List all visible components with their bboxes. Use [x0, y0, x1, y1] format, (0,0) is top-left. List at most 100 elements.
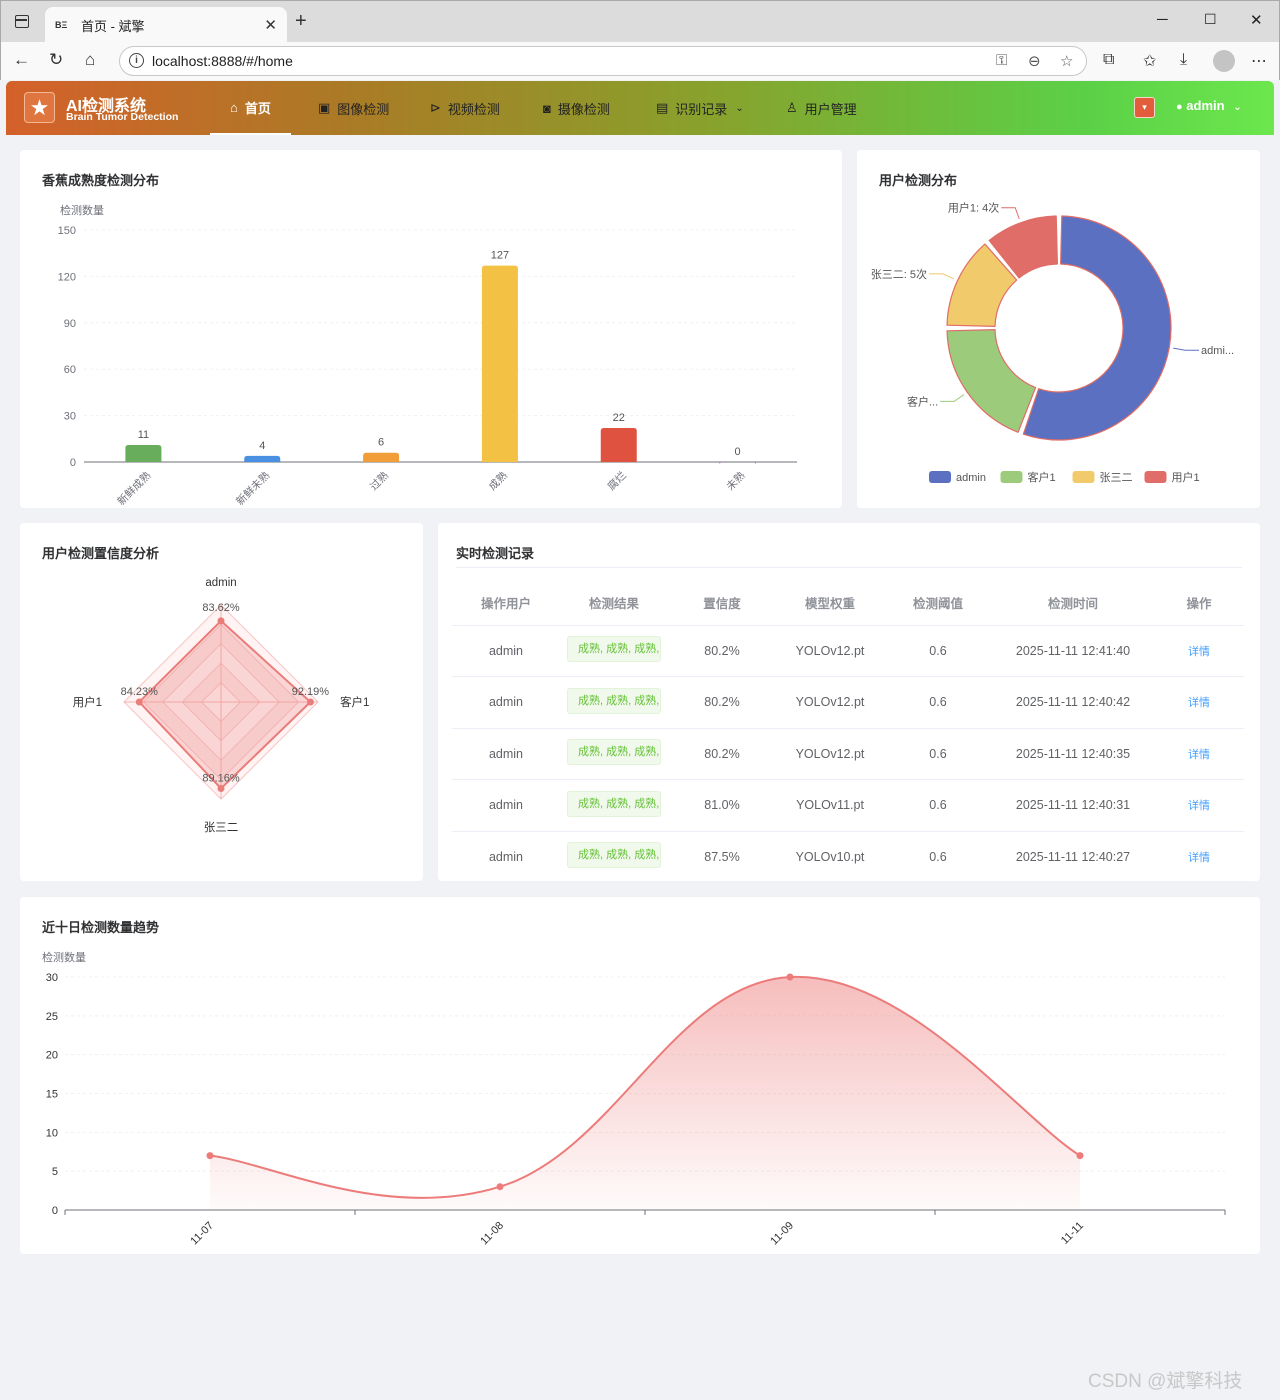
bar-value-label: 11	[138, 429, 149, 441]
cell-action: 详情	[1154, 625, 1244, 677]
legend-label: 张三二	[1100, 471, 1133, 484]
result-tag: 成熟, 成熟, 成熟,	[567, 687, 661, 714]
ripeness-card: 香蕉成熟度检测分布 检测数量 0 30 60 90 120 150 11 新鲜成熟 4 新鲜未熟 6 过…	[20, 150, 842, 508]
cell-threshold: 0.6	[884, 779, 992, 832]
cell-result: 成熟, 成熟, 成熟,	[560, 676, 668, 729]
user-donut-chart: admi... 客户... 张三二: 5次 用户1: 4次 admin 客户1 张三二 用户1	[871, 201, 1234, 484]
y-tick-label: 15	[46, 1089, 58, 1101]
nav-records[interactable]: ▤ 识别记录 ⌄	[656, 81, 744, 135]
slice-leader-line	[928, 273, 955, 280]
bar	[600, 427, 637, 462]
cell-user-text: admin	[488, 798, 524, 813]
detail-link[interactable]: 详情	[1188, 851, 1210, 864]
trend-point	[1076, 1152, 1084, 1160]
cell-action: 详情	[1154, 779, 1244, 832]
y-axis-label: 检测数量	[42, 950, 86, 964]
nav-home-label: 首页	[244, 100, 271, 116]
result-tag: 成熟, 成熟, 成熟,	[567, 739, 661, 766]
maximize-icon[interactable]: ☐	[1204, 11, 1217, 27]
nav-camera-detect[interactable]: ◙ 摄像检测	[543, 81, 610, 135]
reload-icon[interactable]: ↻	[49, 50, 64, 69]
trend-card: 近十日检测数量趋势 检测数量 0 5 10 15 20 25 30 11-07 11-08 11-0…	[20, 897, 1260, 1254]
profile-avatar[interactable]	[1213, 50, 1235, 72]
x-tick-label: 腐烂	[605, 469, 629, 493]
favorites-icon[interactable]: ✩	[1143, 53, 1157, 70]
url-bar[interactable]: i localhost:8888/#/home ⚿ ⊖ ☆	[119, 46, 1087, 76]
nav-image-detect[interactable]: ▣ 图像检测	[318, 81, 389, 135]
result-tag: 成熟, 成熟, 成熟,	[567, 636, 661, 663]
extensions-icon[interactable]: ⧉	[1103, 51, 1115, 68]
radar-point	[217, 617, 225, 625]
image-icon: ▣	[318, 100, 331, 115]
more-menu-icon[interactable]: ⋯	[1251, 53, 1267, 70]
brand-title: AI检测系统	[66, 98, 147, 115]
slice-label: 用户1: 4次	[948, 201, 999, 215]
home-browser-icon[interactable]: ⌂	[85, 50, 96, 69]
downloads-icon[interactable]: ⤓	[1180, 51, 1188, 68]
y-tick-label: 120	[58, 271, 76, 283]
result-tag: 成熟, 成熟, 成熟,	[567, 842, 661, 869]
nav-video-label: 视频检测	[447, 101, 500, 117]
nav-home[interactable]: ⌂ 首页	[210, 81, 291, 135]
table-row: admin 成熟, 成熟, 成熟, 87.5% YOLOv10.pt 0.6 2025-1…	[452, 831, 1244, 883]
new-tab-icon[interactable]: +	[295, 10, 307, 32]
legend-swatch	[1144, 471, 1167, 483]
bar-value-label: 127	[491, 250, 509, 262]
user-avatar-icon: ●	[1176, 101, 1183, 113]
x-tick-label: 11-11	[1059, 1220, 1086, 1247]
cell-action: 详情	[1154, 676, 1244, 729]
bar	[244, 455, 281, 462]
cell-model: YOLOv12.pt	[776, 728, 884, 780]
radar-point	[306, 698, 314, 706]
detail-link[interactable]: 详情	[1188, 697, 1210, 710]
favorite-star-icon[interactable]: ☆	[1060, 53, 1074, 70]
detail-link[interactable]: 详情	[1188, 645, 1210, 658]
cell-confidence: 81.0%	[668, 779, 776, 832]
user-dropdown[interactable]: ● admin ⌄	[1176, 98, 1242, 113]
window-close-icon[interactable]: ✕	[1250, 12, 1263, 29]
table-row: admin 成熟, 成熟, 成熟, 80.2% YOLOv12.pt 0.6 2025-1…	[452, 676, 1244, 729]
back-icon[interactable]: ←	[13, 50, 30, 69]
nav-image-label: 图像检测	[337, 101, 390, 117]
zoom-icon[interactable]: ⊖	[1028, 53, 1041, 70]
x-tick-label: 成熟	[486, 469, 510, 493]
legend-swatch	[1000, 471, 1023, 483]
y-axis-label: 检测数量	[60, 203, 104, 217]
x-tick-label: 未熟	[724, 469, 748, 493]
star-logo-icon: ★	[24, 92, 55, 123]
sidebar-toggle-icon[interactable]	[15, 15, 29, 28]
detail-link[interactable]: 详情	[1188, 800, 1210, 813]
browser-tab[interactable]: BΞ 首页 - 斌擎 ✕	[45, 7, 287, 43]
x-tick-label: 11-09	[768, 1220, 796, 1248]
nav-video-detect[interactable]: ⊳ 视频检测	[430, 81, 500, 135]
cell-model: YOLOv10.pt	[776, 831, 884, 883]
table-header-row: 操作用户 检测结果 置信度 模型权重 检测阈值 检测时间 操作	[452, 581, 1244, 626]
cell-model: YOLOv12.pt	[776, 625, 884, 677]
cell-user-text: admin	[488, 746, 524, 761]
radar-value-label: 89.16%	[202, 772, 240, 784]
detail-link[interactable]: 详情	[1188, 748, 1210, 761]
cell-threshold-text: 0.6	[929, 746, 947, 761]
trend-title: 近十日检测数量趋势	[42, 920, 160, 935]
minimize-icon[interactable]: ─	[1157, 11, 1168, 28]
notification-icon[interactable]: ▾	[1134, 97, 1155, 118]
ripeness-bar-chart: 检测数量 0 30 60 90 120 150 11 新鲜成熟 4 新鲜未熟 6 过熟 127 成熟 22 腐烂…	[58, 203, 797, 508]
key-icon[interactable]: ⚿	[996, 52, 1008, 69]
y-tick-label: 90	[64, 318, 76, 330]
cell-action: 详情	[1154, 728, 1244, 780]
slice-leader-line	[940, 394, 965, 402]
nav-user-manage[interactable]: ♙ 用户管理	[786, 81, 857, 135]
close-tab-icon[interactable]: ✕	[264, 17, 277, 34]
col-user: 操作用户	[452, 581, 560, 626]
cell-time: 2025-11-11 12:40:35	[992, 728, 1154, 780]
address-toolbar: ← ↻ ⌂ i localhost:8888/#/home ⚿ ⊖ ☆ ⧉ ✩ …	[0, 42, 1280, 80]
x-tick-label: 11-08	[478, 1220, 506, 1248]
col-result: 检测结果	[560, 581, 668, 626]
cell-user: admin	[452, 676, 560, 729]
cell-confidence-text: 80.2%	[704, 643, 740, 658]
site-info-icon[interactable]: i	[129, 53, 144, 68]
realtime-records-card: 实时检测记录 操作用户 检测结果 置信度 模型权重 检测阈值 检测时间 操作 a…	[438, 523, 1260, 883]
cell-user: admin	[452, 779, 560, 832]
col-action: 操作	[1154, 581, 1244, 626]
radar-value-label: 84.23%	[121, 686, 159, 698]
